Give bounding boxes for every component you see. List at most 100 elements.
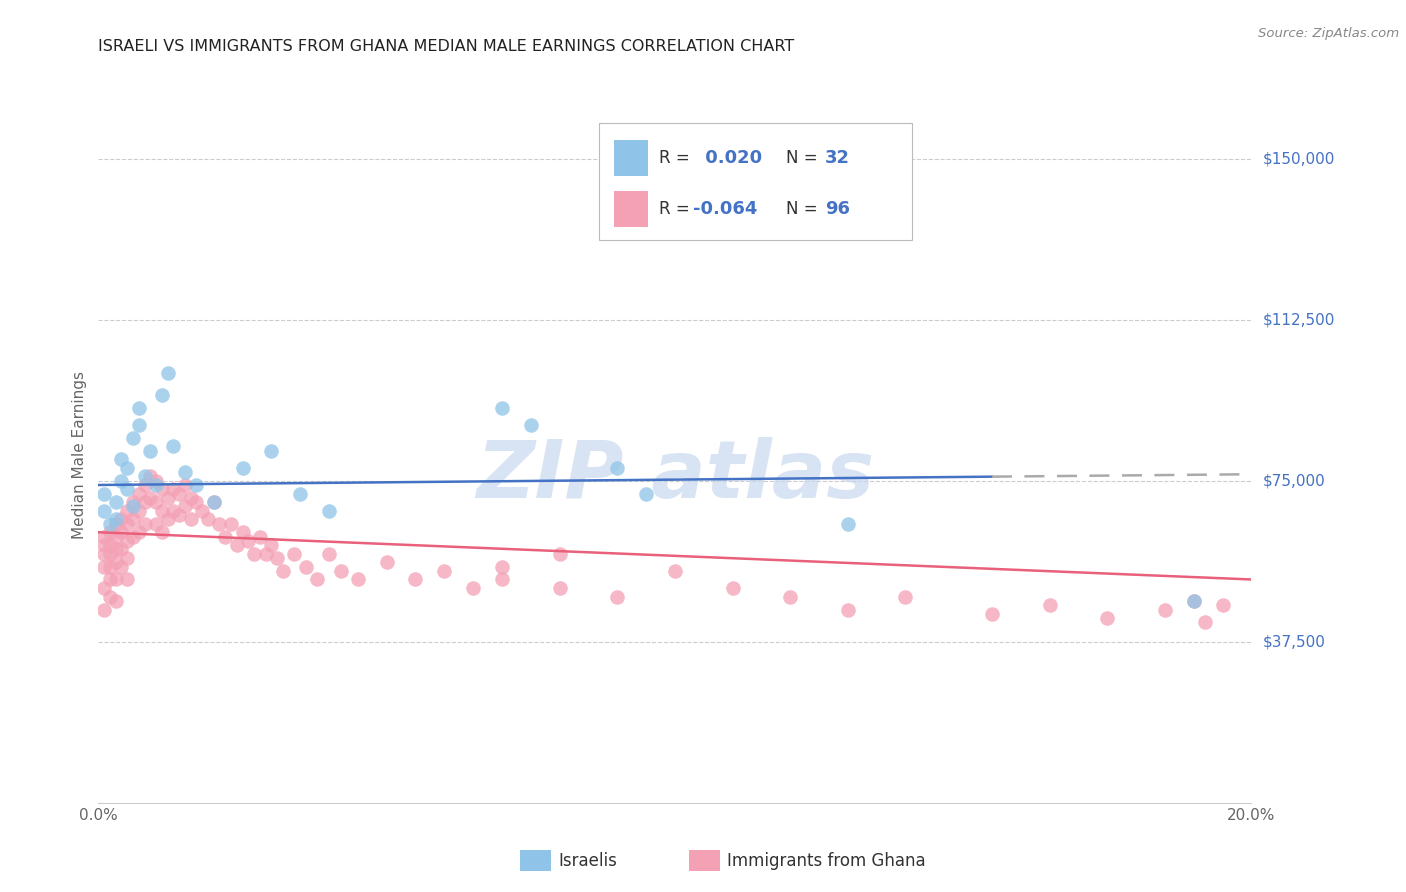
Point xyxy=(150,483,173,497)
Point xyxy=(145,478,167,492)
Point xyxy=(405,573,427,587)
Point xyxy=(548,547,571,561)
Point xyxy=(150,388,173,402)
Point xyxy=(202,495,225,509)
Point xyxy=(104,573,127,587)
Point xyxy=(128,486,150,500)
Point xyxy=(117,504,138,518)
Point xyxy=(260,443,283,458)
Point xyxy=(491,559,513,574)
Text: 0.020: 0.020 xyxy=(699,149,762,167)
Point xyxy=(134,495,156,509)
Text: Source: ZipAtlas.com: Source: ZipAtlas.com xyxy=(1258,27,1399,40)
Point xyxy=(162,439,184,453)
Point xyxy=(260,538,283,552)
Point xyxy=(180,491,202,505)
Point xyxy=(139,491,162,505)
Point xyxy=(208,516,231,531)
Point xyxy=(197,512,219,526)
Text: R =: R = xyxy=(659,149,695,167)
Point xyxy=(93,538,115,552)
Point xyxy=(433,564,456,578)
Point xyxy=(134,478,156,492)
Point xyxy=(180,512,202,526)
Point xyxy=(1212,599,1234,613)
Point xyxy=(110,542,132,557)
Point xyxy=(254,547,277,561)
Point xyxy=(606,590,628,604)
Point xyxy=(134,516,156,531)
Text: Immigrants from Ghana: Immigrants from Ghana xyxy=(727,852,925,870)
Point xyxy=(202,495,225,509)
Point xyxy=(117,551,138,566)
Point xyxy=(1194,615,1216,630)
Text: 32: 32 xyxy=(825,149,851,167)
Point xyxy=(117,533,138,548)
Point xyxy=(104,542,127,557)
Point xyxy=(145,474,167,488)
Point xyxy=(520,417,543,432)
Y-axis label: Median Male Earnings: Median Male Earnings xyxy=(72,371,87,539)
Point xyxy=(636,486,658,500)
Point xyxy=(167,486,190,500)
Point xyxy=(721,581,744,595)
Point xyxy=(1038,599,1062,613)
Point xyxy=(110,525,132,540)
Point xyxy=(837,516,859,531)
Point xyxy=(98,559,121,574)
Point xyxy=(128,504,150,518)
Point xyxy=(307,573,329,587)
Point xyxy=(122,431,145,445)
Text: R =: R = xyxy=(659,200,695,218)
Point xyxy=(98,573,121,587)
Text: $150,000: $150,000 xyxy=(1263,151,1334,166)
Point xyxy=(779,590,801,604)
Point xyxy=(139,443,162,458)
Point xyxy=(93,581,115,595)
Point xyxy=(110,512,132,526)
Point xyxy=(225,538,247,552)
Point xyxy=(318,547,340,561)
Point xyxy=(266,551,288,566)
Text: N =: N = xyxy=(786,149,823,167)
Point xyxy=(1153,602,1175,616)
Point xyxy=(231,460,254,475)
Point xyxy=(93,559,115,574)
Text: 96: 96 xyxy=(825,200,851,218)
Point xyxy=(98,538,121,552)
Point xyxy=(128,401,150,415)
Point xyxy=(104,555,127,569)
Text: N =: N = xyxy=(786,200,823,218)
Point xyxy=(104,495,127,509)
Point xyxy=(150,525,173,540)
Point xyxy=(664,564,686,578)
Point xyxy=(156,512,179,526)
Text: -0.064: -0.064 xyxy=(693,200,758,218)
Point xyxy=(894,590,917,604)
Point xyxy=(981,607,1004,621)
Point xyxy=(110,559,132,574)
Point xyxy=(491,401,513,415)
Point xyxy=(145,495,167,509)
Text: $112,500: $112,500 xyxy=(1263,312,1334,327)
Point xyxy=(186,495,208,509)
Point xyxy=(128,525,150,540)
Point xyxy=(174,500,197,514)
Point xyxy=(167,508,190,522)
Text: $75,000: $75,000 xyxy=(1263,473,1326,488)
Point xyxy=(117,516,138,531)
Point xyxy=(346,573,368,587)
Point xyxy=(156,491,179,505)
Point xyxy=(548,581,571,595)
Point xyxy=(93,486,115,500)
Point xyxy=(318,504,340,518)
Point xyxy=(104,516,127,531)
Point xyxy=(156,367,179,381)
Point xyxy=(174,478,197,492)
Point xyxy=(231,525,254,540)
Point xyxy=(117,483,138,497)
Point xyxy=(606,460,628,475)
Point xyxy=(186,478,208,492)
Point xyxy=(93,504,115,518)
Point xyxy=(295,559,318,574)
